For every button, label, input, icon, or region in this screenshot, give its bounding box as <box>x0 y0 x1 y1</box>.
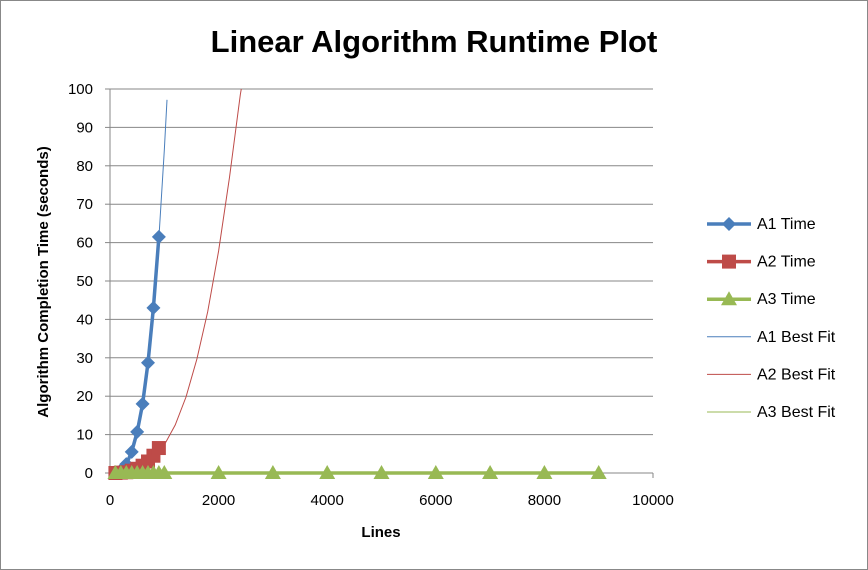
legend-label-a2-best-fit: A2 Best Fit <box>757 366 836 383</box>
point-a3-time-14 <box>427 465 444 479</box>
point-a3-time-17 <box>590 465 607 479</box>
legend-label-a3-time: A3 Time <box>757 291 816 308</box>
series-a3-time <box>107 465 607 479</box>
legend-label-a1-time: A1 Time <box>757 216 816 233</box>
line-a2-best-fit <box>109 89 242 474</box>
point-a1-time-8 <box>151 229 166 244</box>
gridlines <box>110 88 653 436</box>
point-a2-time-8 <box>151 441 166 456</box>
chart-title: Linear Algorithm Runtime Plot <box>211 24 658 59</box>
point-a3-time-16 <box>536 465 553 479</box>
y-tick-label-30: 30 <box>76 350 93 367</box>
point-a3-time-15 <box>482 465 499 479</box>
legend-label-a2-time: A2 Time <box>757 254 816 271</box>
x-tick-label-2000: 2000 <box>202 492 235 509</box>
point-a1-time-4 <box>130 424 145 439</box>
point-a1-time-7 <box>146 300 161 315</box>
point-a3-time-12 <box>319 465 336 479</box>
y-tick-label-80: 80 <box>76 158 93 175</box>
y-tick-label-20: 20 <box>76 388 93 405</box>
x-tick-label-6000: 6000 <box>419 492 452 509</box>
y-tick-label-10: 10 <box>76 427 93 444</box>
x-tick-label-4000: 4000 <box>311 492 344 509</box>
legend: A1 Time A2 Time A3 Time A1 Best Fit A2 Best … <box>707 216 836 421</box>
legend-item-a2-best-fit: A2 Best Fit <box>707 366 836 383</box>
y-tick-label-60: 60 <box>76 235 93 252</box>
y-tick-label-90: 90 <box>76 119 93 136</box>
legend-marker-a2-time <box>722 254 736 269</box>
legend-item-a1-best-fit: A1 Best Fit <box>707 329 836 346</box>
y-tick-label-40: 40 <box>76 311 93 328</box>
series-a2-best-fit <box>109 89 242 474</box>
point-a3-time-13 <box>373 465 390 479</box>
legend-item-a3-time: A3 Time <box>707 291 816 308</box>
point-a1-time-5 <box>135 396 150 411</box>
point-a1-time-6 <box>141 355 156 370</box>
legend-item-a1-time: A1 Time <box>707 216 816 233</box>
x-axis-title: Lines <box>361 524 400 541</box>
x-tick-label-8000: 8000 <box>528 492 561 509</box>
y-tick-label-100: 100 <box>68 81 93 98</box>
legend-marker-a3-time <box>721 291 737 306</box>
legend-label-a1-best-fit: A1 Best Fit <box>757 329 836 346</box>
legend-item-a3-best-fit: A3 Best Fit <box>707 404 836 421</box>
y-tick-label-50: 50 <box>76 273 93 290</box>
x-tick-label-0: 0 <box>106 492 114 509</box>
axes <box>105 88 654 478</box>
plot-area <box>107 89 607 480</box>
point-a3-time-9 <box>156 465 173 479</box>
y-tick-label-0: 0 <box>85 465 93 482</box>
point-a3-time-10 <box>210 465 227 479</box>
x-tick-label-10000: 10000 <box>632 492 674 509</box>
legend-marker-a1-time <box>722 217 736 231</box>
y-axis-title: Algorithm Completion Time (seconds) <box>35 146 52 417</box>
point-a1-time-3 <box>124 444 139 459</box>
legend-item-a2-time: A2 Time <box>707 254 816 271</box>
point-a3-time-11 <box>264 465 281 479</box>
tick-labels: 0 10 20 30 40 50 60 70 80 90 100 0 2000 4000 6000 8000 1… <box>68 81 674 509</box>
legend-label-a3-best-fit: A3 Best Fit <box>757 404 836 421</box>
y-tick-label-70: 70 <box>76 196 93 213</box>
